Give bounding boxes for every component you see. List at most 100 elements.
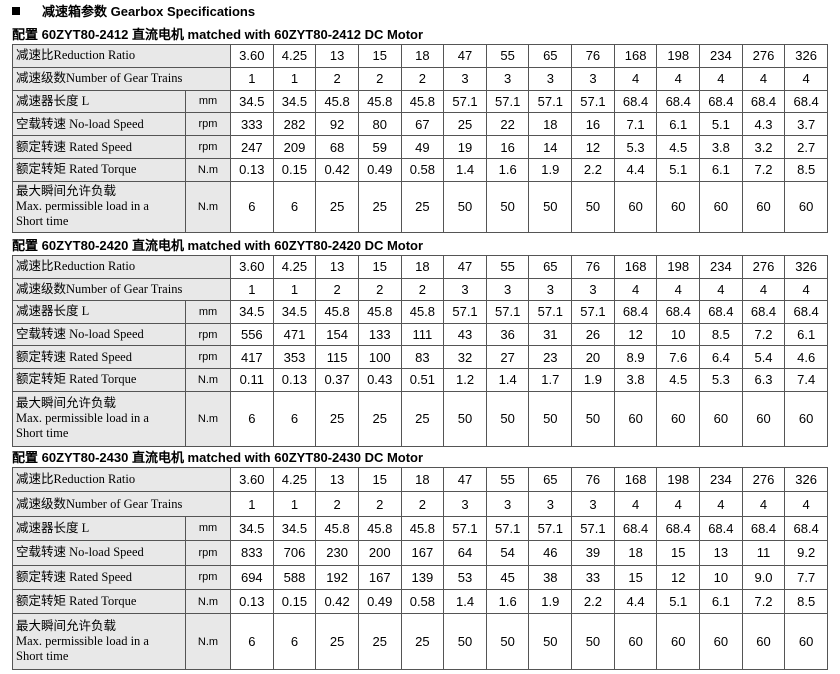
label-line: 额定转速 Rated Speed — [16, 139, 132, 154]
value-cell: 333 — [230, 112, 274, 137]
row-label: 减速比Reduction Ratio — [12, 44, 231, 68]
value-cell: 68.4 — [741, 89, 786, 114]
value-cell: 13 — [699, 540, 743, 566]
value-cell: 12 — [571, 135, 615, 159]
value-cell: 9.2 — [784, 540, 828, 566]
value-cell: 2 — [357, 66, 402, 91]
label-line: 减速级数Number of Gear Trains — [16, 71, 183, 86]
value-cell: 326 — [784, 255, 828, 279]
row-label: 减速器长度 L — [12, 89, 186, 114]
value-cell: 18 — [400, 466, 445, 493]
label-line: 空载转速 No-load Speed — [16, 116, 144, 131]
value-cell: 23 — [528, 345, 573, 369]
value-cell: 694 — [230, 564, 274, 590]
value-cell: 234 — [699, 466, 743, 493]
value-cell: 57.1 — [443, 515, 487, 542]
unit: rpm — [185, 345, 231, 369]
value-cell: 1 — [272, 66, 317, 91]
value-cell: 25 — [357, 180, 402, 233]
value-cell: 54 — [485, 540, 530, 566]
value-cell: 168 — [613, 466, 658, 493]
value-cell: 92 — [315, 112, 359, 137]
value-cell: 3 — [528, 491, 573, 517]
value-cell: 50 — [443, 180, 487, 233]
value-cell: 25 — [315, 180, 359, 233]
value-cell: 13 — [315, 44, 359, 68]
value-cell: 4 — [656, 491, 701, 517]
value-cell: 1.6 — [485, 157, 530, 182]
value-cell: 4.6 — [784, 345, 828, 369]
value-cell: 46 — [528, 540, 573, 566]
value-cell: 57.1 — [571, 515, 615, 542]
value-cell: 168 — [613, 255, 658, 279]
value-cell: 57.1 — [528, 300, 573, 324]
value-cell: 60 — [741, 613, 786, 671]
value-cell: 417 — [230, 345, 274, 369]
row-label: 额定转矩 Rated Torque — [12, 367, 186, 392]
value-cell: 111 — [400, 322, 445, 347]
value-cell: 55 — [485, 255, 530, 279]
value-cell: 0.15 — [272, 157, 317, 182]
value-cell: 3.8 — [613, 367, 658, 392]
value-cell: 4 — [613, 66, 658, 91]
table-row: 减速级数Number of Gear Trains 1 1 2 2 2 3 3 3 3 4 4 4 4 4 — [12, 66, 828, 91]
value-cell: 4.25 — [272, 255, 317, 279]
label-line: 减速比Reduction Ratio — [16, 472, 136, 487]
value-cell: 4 — [784, 277, 828, 302]
value-cell: 4 — [613, 491, 658, 517]
value-cell: 6.1 — [699, 588, 743, 615]
value-cell: 60 — [613, 390, 658, 447]
value-cell: 15 — [357, 255, 402, 279]
value-cell: 0.43 — [357, 367, 402, 392]
value-cell: 1.9 — [528, 157, 573, 182]
value-cell: 59 — [357, 135, 402, 159]
value-cell: 83 — [400, 345, 445, 369]
value-cell: 167 — [400, 540, 445, 566]
value-cell: 14 — [528, 135, 573, 159]
value-cell: 16 — [571, 112, 615, 137]
value-cell: 6.1 — [699, 157, 743, 182]
row-label: 额定转速 Rated Speed — [12, 135, 186, 159]
value-cell: 2 — [357, 277, 402, 302]
row-label: 空载转速 No-load Speed — [12, 112, 186, 137]
value-cell: 6 — [272, 390, 317, 447]
value-cell: 34.5 — [230, 300, 274, 324]
table-row: 额定转速 Rated Speed rpm 417 353 115 100 83 32 27 23 2… — [12, 345, 828, 369]
value-cell: 5.1 — [699, 112, 743, 137]
label-line: 最大瞬间允许负载 — [16, 619, 117, 634]
value-cell: 2 — [400, 491, 445, 517]
value-cell: 19 — [443, 135, 487, 159]
value-cell: 4.5 — [656, 135, 701, 159]
value-cell: 16 — [485, 135, 530, 159]
value-cell: 68 — [315, 135, 359, 159]
label-line: 额定转矩 Rated Torque — [16, 594, 137, 609]
section-title: 配置 60ZYT80-2420 直流电机 matched with 60ZYT8… — [12, 238, 424, 253]
value-cell: 76 — [571, 466, 615, 493]
label-line: 额定转矩 Rated Torque — [16, 162, 137, 177]
value-cell: 234 — [699, 255, 743, 279]
label-line: 额定转矩 Rated Torque — [16, 372, 137, 387]
value-cell: 3.60 — [230, 44, 274, 68]
row-label: 减速级数Number of Gear Trains — [12, 491, 231, 517]
value-cell: 57.1 — [485, 89, 530, 114]
value-cell: 168 — [613, 44, 658, 68]
value-cell: 4 — [613, 277, 658, 302]
value-cell: 5.3 — [699, 367, 743, 392]
value-cell: 4 — [699, 66, 743, 91]
value-cell: 100 — [357, 345, 402, 369]
value-cell: 3.60 — [230, 466, 274, 493]
value-cell: 200 — [357, 540, 402, 566]
value-cell: 65 — [528, 255, 573, 279]
value-cell: 68.4 — [656, 300, 701, 324]
value-cell: 234 — [699, 44, 743, 68]
value-cell: 192 — [315, 564, 359, 590]
value-cell: 4 — [784, 491, 828, 517]
unit: rpm — [185, 135, 231, 159]
value-cell: 55 — [485, 466, 530, 493]
value-cell: 4 — [741, 277, 786, 302]
value-cell: 50 — [485, 180, 530, 233]
table-row: 空载转速 No-load Speed rpm 556 471 154 133 111 43 36… — [12, 322, 828, 347]
value-cell: 68.4 — [656, 89, 701, 114]
label-line: 空载转速 No-load Speed — [16, 545, 144, 560]
